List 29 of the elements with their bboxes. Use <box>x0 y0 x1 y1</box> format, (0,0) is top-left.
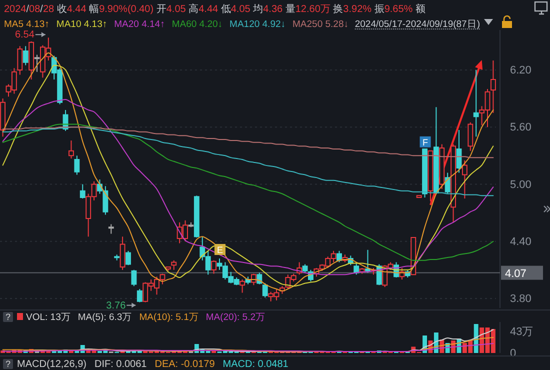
annotation: 3.76 <box>106 300 126 312</box>
text: MA(5): 6.3万 <box>78 312 132 323</box>
y-tick-label: 6.20 <box>510 64 532 77</box>
y-tick-label: 43万 <box>510 326 534 338</box>
y-tick-label: 4.40 <box>510 236 532 248</box>
text: MA250 5.28↓ <box>292 19 348 30</box>
text: MACD: 0.0481 <box>222 359 289 370</box>
annotation: 2024/05/17-2024/09/19(87日) <box>354 19 480 30</box>
text: MA120 4.92↓ <box>230 19 286 30</box>
annotation: 6.54 <box>14 30 35 41</box>
help-icon: ? <box>3 359 13 369</box>
text: MA60 4.20↓ <box>172 19 223 30</box>
text: MA(10): 5.1万 <box>139 312 199 323</box>
text: DEA: -0.0179 <box>154 359 216 370</box>
text: MA10 4.13↑ <box>56 19 108 30</box>
text: MA(20): 5.2万 <box>206 312 266 323</box>
text: DIF: 0.0061 <box>94 359 148 370</box>
text: MACD(12,26,9) <box>17 359 86 370</box>
legend-label: VOL: 13万 <box>26 312 71 323</box>
ref-line-label: 4.07 <box>505 268 526 280</box>
y-tick-label: 5.00 <box>510 178 532 191</box>
text: MA20 4.14↑ <box>114 19 165 30</box>
help-icon: ? <box>3 312 13 322</box>
annotation: F <box>422 137 429 148</box>
y-tick-label: 3.80 <box>510 293 532 305</box>
y-tick-label: 5.60 <box>510 122 532 134</box>
text: MA5 4.13↑ <box>4 19 50 30</box>
annotation: E <box>216 244 223 255</box>
chart-title: 2024/08/28 收4.44 幅9.90%(0.40) 开4.05 高4.44 低4.05 均4.36 量12.60万 换3.92% 振9.65% 额 <box>4 4 426 15</box>
